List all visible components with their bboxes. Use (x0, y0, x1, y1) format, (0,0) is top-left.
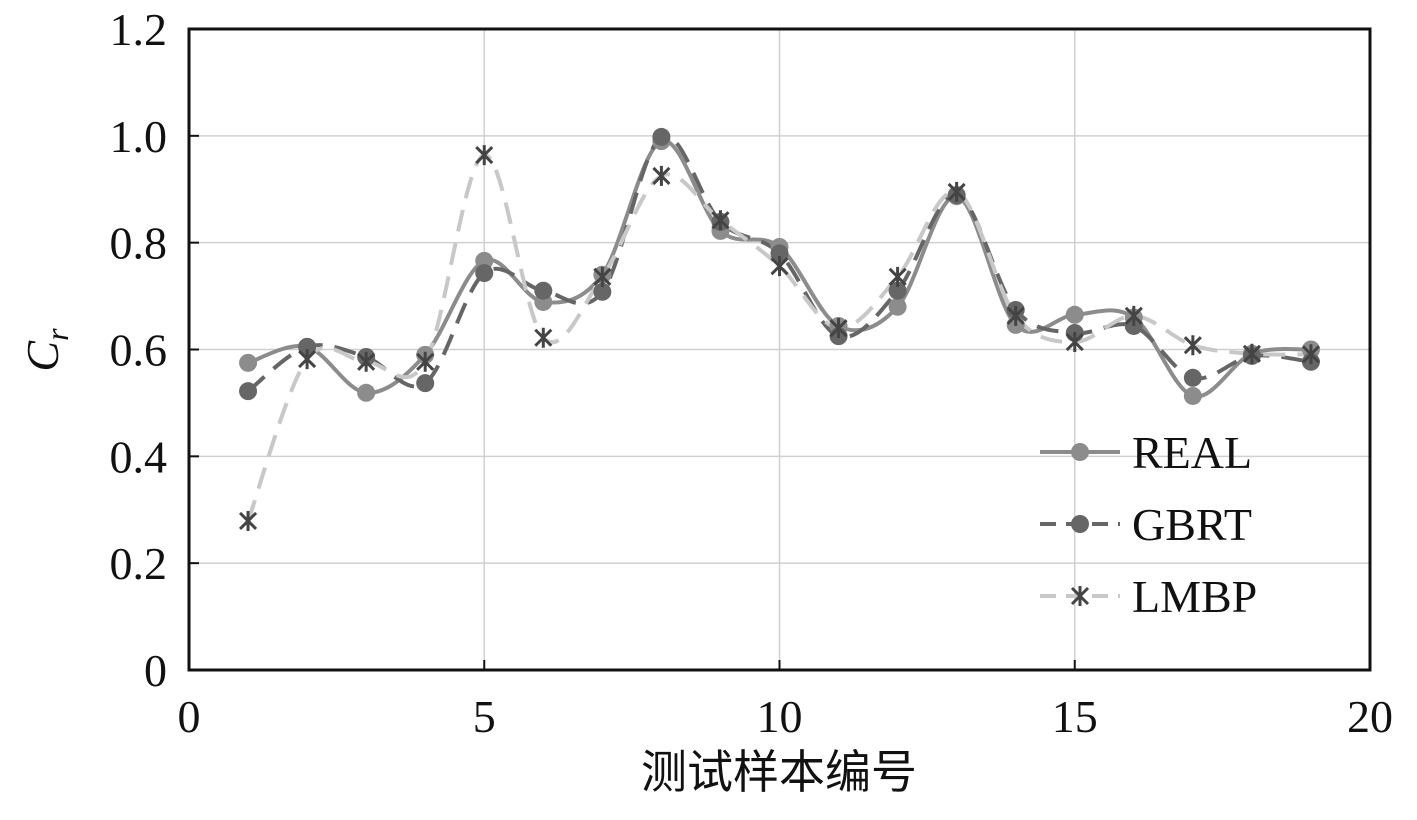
data-point (1006, 305, 1025, 326)
y-axis-label-main: C (17, 340, 68, 372)
data-point (652, 127, 671, 146)
data-point (298, 349, 317, 370)
data-point (711, 210, 730, 231)
legend-label: GBRT (1132, 499, 1252, 550)
legend-label: REAL (1132, 427, 1252, 478)
legend-marker (1071, 443, 1089, 461)
data-point (1301, 344, 1321, 365)
x-tick-label: 5 (473, 691, 496, 742)
data-point (1124, 305, 1143, 326)
data-point (829, 318, 848, 339)
x-tick-label: 20 (1347, 691, 1393, 742)
y-tick-label: 1.2 (110, 4, 168, 55)
y-tick-label: 0.4 (110, 431, 168, 482)
x-tick-label: 0 (178, 691, 201, 742)
data-point (357, 351, 376, 372)
x-tick-label: 10 (757, 691, 803, 742)
data-point (416, 351, 435, 372)
y-tick-label: 0 (144, 645, 167, 696)
y-axis-label: Cr (17, 328, 75, 372)
data-point (239, 382, 258, 401)
data-point (1183, 368, 1202, 387)
data-point (238, 510, 258, 531)
data-point (298, 337, 317, 356)
data-point (888, 281, 907, 300)
data-point (1065, 332, 1084, 353)
plot-frame (187, 27, 1372, 672)
data-point (357, 383, 376, 402)
y-tick-label: 0.2 (110, 538, 168, 589)
data-point (475, 264, 494, 283)
data-point (593, 282, 612, 301)
x-tick-label: 15 (1052, 691, 1098, 742)
data-point (534, 327, 553, 348)
data-point (947, 181, 966, 202)
data-point (534, 281, 553, 300)
data-point (1183, 386, 1202, 405)
y-tick-label: 0.8 (110, 218, 168, 269)
series-line (246, 153, 1311, 522)
data-point (770, 244, 789, 263)
data-point (475, 145, 494, 166)
data-point (888, 297, 907, 316)
data-point (239, 353, 258, 372)
data-point (1183, 335, 1202, 356)
data-point (888, 266, 907, 287)
data-point (593, 266, 612, 287)
x-axis-label: 测试样本编号 (641, 747, 917, 798)
legend-marker (1071, 515, 1089, 533)
legend-label: LMBP (1132, 571, 1257, 622)
y-axis-label-sub: r (39, 328, 75, 341)
data-point (770, 256, 789, 277)
data-point (416, 374, 435, 393)
data-point (1242, 343, 1261, 364)
legend-marker (1070, 586, 1090, 606)
y-tick-label: 1.0 (110, 111, 168, 162)
data-point (1065, 305, 1084, 324)
y-tick-label: 0.6 (110, 325, 168, 376)
data-point (652, 165, 671, 186)
